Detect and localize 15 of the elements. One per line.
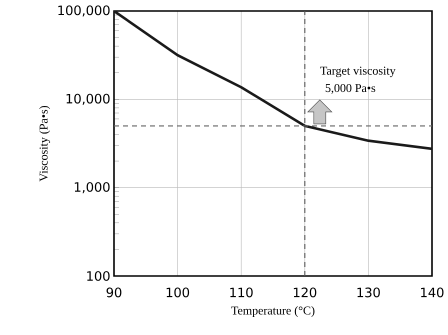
x-tick-label: 140 bbox=[421, 288, 444, 298]
x-tick-label: 100 bbox=[166, 288, 190, 298]
annotation: Target viscosity bbox=[320, 66, 396, 78]
x-tick-label: 110 bbox=[230, 288, 253, 298]
line-series bbox=[114, 10, 432, 150]
y-axis-title: Viscosity (Pa•s) bbox=[39, 106, 50, 182]
y-tick-label: 1,000 bbox=[74, 182, 110, 194]
annotation: 5,000 Pa•s bbox=[326, 84, 376, 94]
x-tick-label: 120 bbox=[294, 288, 316, 298]
x-tick-label: 90 bbox=[106, 288, 122, 298]
x-axis-title: Temperature (°C) bbox=[231, 306, 314, 317]
y-tick-label: 100 bbox=[87, 271, 110, 281]
y-tick-label: 100,000 bbox=[58, 5, 110, 17]
y-tick-label: 10,000 bbox=[66, 94, 110, 105]
x-tick-label: 130 bbox=[357, 288, 380, 298]
